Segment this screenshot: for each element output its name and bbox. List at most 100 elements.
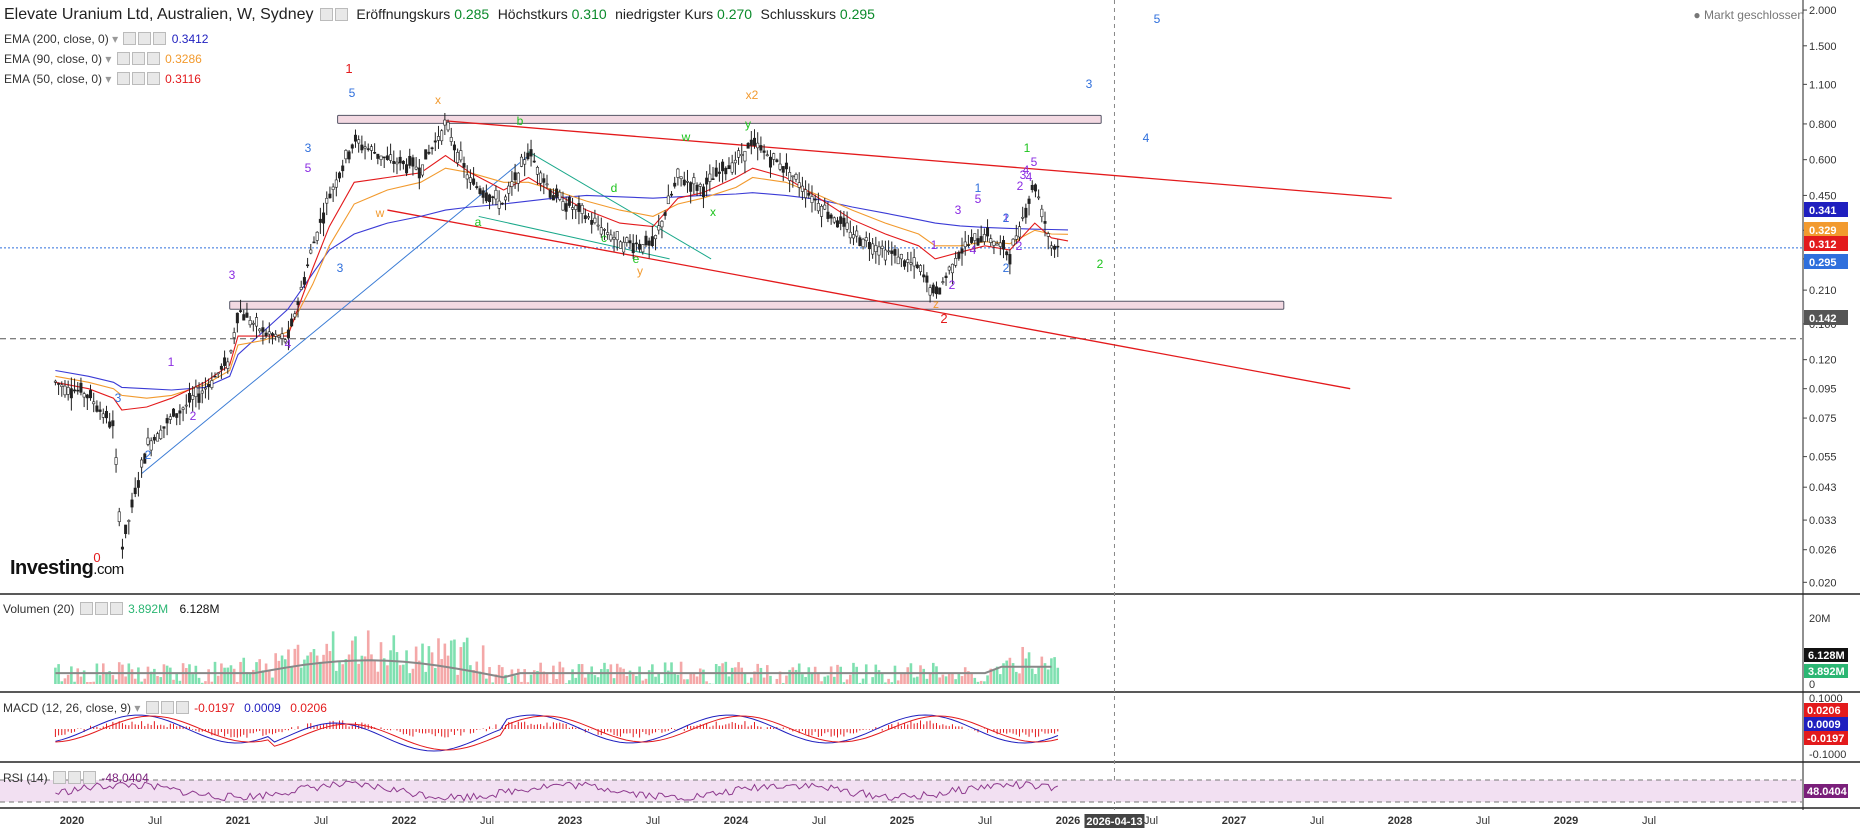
legend-macd[interactable]: MACD (12, 26, close, 9) ▾ -0.0197 0.0009… bbox=[3, 701, 327, 715]
volume-bar bbox=[631, 672, 635, 684]
wave-label: 3 bbox=[115, 391, 122, 405]
volume-bar bbox=[568, 680, 571, 684]
legend-rsi[interactable]: RSI (14) -48.0404 bbox=[3, 771, 149, 785]
settings-icon[interactable] bbox=[319, 8, 333, 21]
candle-body bbox=[85, 394, 89, 399]
volume-bar bbox=[264, 663, 268, 684]
hide-icon[interactable] bbox=[334, 8, 348, 21]
volume-bar bbox=[919, 665, 922, 684]
settings-icon[interactable] bbox=[123, 32, 137, 45]
macd-marker-label: 0.0009 bbox=[1807, 719, 1841, 731]
candle-body bbox=[989, 238, 993, 243]
candle-body bbox=[714, 167, 718, 177]
close-icon[interactable] bbox=[109, 602, 123, 615]
candle-body bbox=[405, 164, 409, 174]
legend-ema50[interactable]: EMA (50, close, 0) ▾ 0.3116 bbox=[4, 72, 201, 86]
volume-bar bbox=[437, 638, 440, 684]
close-icon[interactable] bbox=[175, 701, 189, 714]
candle-body bbox=[663, 212, 667, 216]
settings-icon[interactable] bbox=[145, 701, 159, 714]
volume-bar bbox=[848, 674, 852, 684]
hide-icon[interactable] bbox=[131, 72, 145, 85]
volume-bar bbox=[532, 670, 536, 684]
volume-bar bbox=[1046, 669, 1050, 684]
settings-icon[interactable] bbox=[53, 771, 67, 784]
candle-body bbox=[1040, 208, 1044, 218]
volume-bar bbox=[753, 671, 756, 684]
volume-bar bbox=[967, 671, 970, 684]
wave-label: 1 bbox=[1003, 211, 1010, 225]
volume-bar bbox=[162, 664, 166, 684]
legend-volume[interactable]: Volumen (20) 3.892M 6.128M bbox=[3, 602, 219, 616]
hide-icon[interactable] bbox=[138, 32, 152, 45]
volume-bar bbox=[593, 675, 597, 684]
hide-icon[interactable] bbox=[160, 701, 174, 714]
time-tick-label: Jul bbox=[314, 815, 328, 827]
time-tick-label: Jul bbox=[646, 815, 660, 827]
candle-body bbox=[162, 426, 166, 429]
hide-icon[interactable] bbox=[94, 602, 108, 615]
close-icon[interactable] bbox=[83, 771, 97, 784]
legend-ema90[interactable]: EMA (90, close, 0) ▾ 0.3286 bbox=[4, 52, 202, 66]
volume-bar bbox=[504, 674, 507, 684]
candle-body bbox=[657, 225, 661, 231]
candle-body bbox=[248, 320, 252, 326]
settings-icon[interactable] bbox=[116, 72, 130, 85]
hide-icon[interactable] bbox=[68, 771, 82, 784]
settings-icon[interactable] bbox=[116, 52, 130, 65]
macd-marker-label: -0.0197 bbox=[1807, 733, 1844, 745]
close-icon[interactable] bbox=[146, 72, 160, 85]
candle-body bbox=[816, 203, 820, 212]
volume-bar bbox=[983, 681, 986, 684]
candle-body bbox=[858, 237, 862, 246]
volume-bar bbox=[494, 674, 498, 684]
close-icon[interactable] bbox=[153, 32, 167, 45]
candle-body bbox=[334, 179, 338, 188]
candle-body bbox=[851, 234, 855, 239]
volume-bar bbox=[520, 681, 523, 684]
hide-icon[interactable] bbox=[131, 52, 145, 65]
candle-body bbox=[357, 139, 361, 144]
wave-label: z bbox=[933, 297, 939, 311]
volume-bar bbox=[344, 659, 348, 684]
candle-body bbox=[373, 152, 377, 154]
time-tick-label: Jul bbox=[1144, 815, 1158, 827]
volume-bar bbox=[277, 660, 281, 684]
volume-bar bbox=[1018, 673, 1021, 684]
candle-body bbox=[839, 216, 843, 224]
volume-bar bbox=[673, 673, 677, 684]
candle-body bbox=[909, 262, 913, 265]
volume-bar bbox=[54, 667, 57, 684]
legend-ema200[interactable]: EMA (200, close, 0) ▾ 0.3412 bbox=[4, 32, 209, 46]
volume-bar bbox=[197, 677, 201, 684]
candle-body bbox=[369, 146, 373, 151]
candle-body bbox=[1014, 235, 1018, 240]
volume-bar bbox=[912, 677, 916, 684]
close-value: 0.295 bbox=[839, 6, 875, 22]
volume-bar bbox=[405, 650, 408, 684]
volume-bar bbox=[1024, 658, 1028, 684]
volume-bar bbox=[60, 681, 64, 684]
candle-body bbox=[436, 136, 440, 141]
settings-icon[interactable] bbox=[79, 602, 93, 615]
wave-label: 5 bbox=[975, 192, 982, 206]
candle-body bbox=[347, 151, 351, 160]
candle-body bbox=[270, 333, 274, 336]
candle-body bbox=[807, 192, 811, 196]
candle-body bbox=[558, 191, 562, 200]
volume-bar bbox=[612, 678, 616, 684]
volume-bar bbox=[689, 673, 692, 684]
volume-bar bbox=[957, 673, 961, 684]
volume-bar bbox=[992, 670, 996, 684]
macd-line bbox=[55, 714, 1059, 752]
candle-body bbox=[641, 244, 645, 253]
volume-bar bbox=[111, 675, 115, 684]
candle-body bbox=[197, 393, 201, 403]
candle-body bbox=[864, 237, 868, 242]
volume-bar bbox=[188, 664, 191, 684]
price-tick-label: 1.100 bbox=[1809, 79, 1837, 91]
ema200-value: 0.3412 bbox=[171, 32, 209, 46]
close-icon[interactable] bbox=[146, 52, 160, 65]
candle-body bbox=[599, 227, 603, 235]
